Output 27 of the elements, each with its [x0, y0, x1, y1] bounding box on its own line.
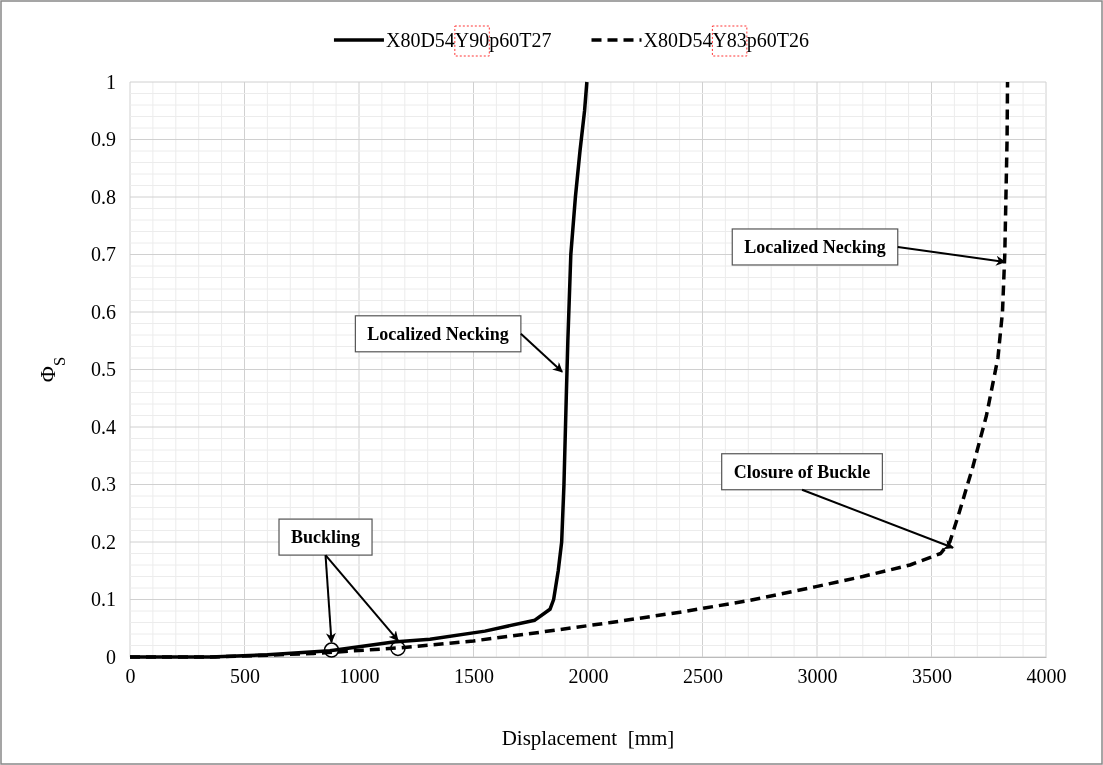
- x-tick-label: 500: [230, 665, 260, 688]
- y-tick-label: 1: [106, 70, 116, 93]
- annotation: Localized Necking: [744, 236, 886, 257]
- x-tick-label: 1500: [454, 665, 494, 688]
- y-tick-label: 0.6: [91, 300, 116, 323]
- annotation: Buckling: [291, 527, 361, 548]
- x-axis-title: Displacement [mm]: [501, 726, 675, 750]
- y-tick-label: 0.2: [91, 530, 116, 553]
- y-tick-label: 0.3: [91, 473, 116, 496]
- y-tick-label: 0.1: [91, 588, 116, 611]
- x-tick-label: 0: [125, 665, 136, 688]
- x-tick-label: 4000: [1026, 665, 1067, 688]
- legend-label: X80D54Y90p60T27: [385, 29, 552, 52]
- x-tick-label: 3000: [797, 665, 838, 688]
- x-tick-label: 3500: [912, 665, 952, 688]
- x-tick-label: 2000: [568, 665, 609, 688]
- y-tick-label: 0.4: [91, 415, 116, 438]
- annotation: Closure of Buckle: [733, 461, 871, 482]
- legend-label: X80D54Y83p60T26: [643, 29, 810, 52]
- y-tick-label: 0.8: [91, 185, 116, 208]
- x-tick-label: 2500: [683, 665, 723, 688]
- y-tick-label: 0: [106, 645, 116, 668]
- annotation: Localized Necking: [367, 323, 509, 344]
- y-tick-label: 0.9: [91, 128, 116, 151]
- y-tick-label: 0.7: [91, 243, 116, 266]
- x-tick-label: 1000: [339, 665, 380, 688]
- y-tick-label: 0.5: [91, 358, 116, 381]
